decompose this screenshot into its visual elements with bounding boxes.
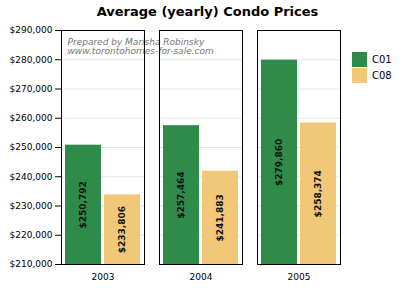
svg-text:2004: 2004 bbox=[190, 272, 213, 282]
svg-text:$280,000: $280,000 bbox=[10, 55, 53, 65]
svg-text:$250,000: $250,000 bbox=[10, 142, 53, 152]
html-text:C08: C08 bbox=[372, 70, 392, 81]
svg-text:$258,374: $258,374 bbox=[313, 170, 323, 217]
svg-text:$257,464: $257,464 bbox=[176, 171, 186, 218]
svg-text:$279,860: $279,860 bbox=[274, 139, 284, 186]
html-text:Average (yearly) Condo Prices: Average (yearly) Condo Prices bbox=[96, 4, 319, 19]
svg-text:$290,000: $290,000 bbox=[10, 25, 53, 35]
svg-text:2003: 2003 bbox=[92, 272, 115, 282]
svg-text:$240,000: $240,000 bbox=[10, 172, 53, 182]
svg-text:$233,806: $233,806 bbox=[117, 206, 127, 253]
svg-text:$250,792: $250,792 bbox=[78, 181, 88, 228]
svg-text:$270,000: $270,000 bbox=[10, 84, 53, 94]
svg-text:2005: 2005 bbox=[288, 272, 311, 282]
svg-text:Prepared by Marisha Robinskyww: Prepared by Marisha Robinskywww.torontoh… bbox=[68, 37, 214, 56]
svg-text:$210,000: $210,000 bbox=[10, 259, 53, 269]
svg-text:$220,000: $220,000 bbox=[10, 230, 53, 240]
svg-text:$230,000: $230,000 bbox=[10, 201, 53, 211]
html-text:C01: C01 bbox=[372, 54, 392, 65]
svg-text:$241,883: $241,883 bbox=[215, 194, 225, 241]
svg-text:$260,000: $260,000 bbox=[10, 113, 53, 123]
